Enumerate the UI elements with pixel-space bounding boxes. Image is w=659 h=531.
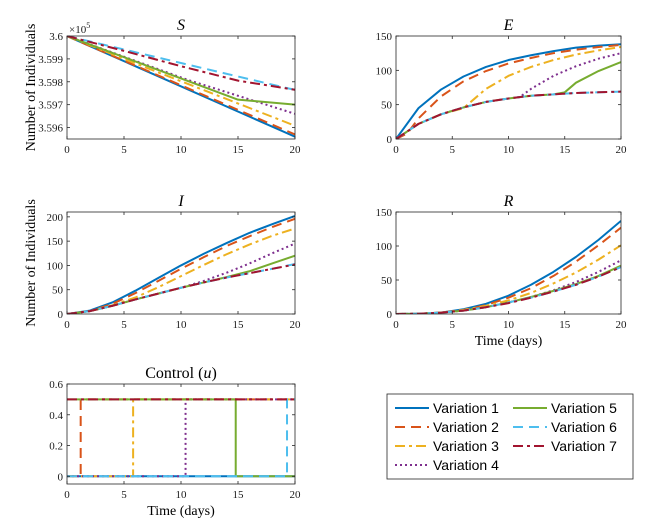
x-tick-label: 5	[450, 319, 456, 331]
series-variation-3	[67, 227, 295, 314]
series-variation-6	[396, 266, 621, 314]
x-tick-label: 20	[290, 144, 302, 156]
y-tick-label: 0	[58, 309, 64, 321]
y-tick-label: 3.6	[49, 31, 63, 43]
y-tick-label: 100	[376, 65, 393, 77]
legend: Variation 1 Variation 2 Variation 3 Variati…	[386, 393, 634, 480]
series-variation-4	[67, 242, 295, 314]
y-tick-label: 200	[47, 212, 64, 224]
panel-title: I	[177, 193, 184, 210]
x-tick-label: 0	[393, 319, 399, 331]
y-axis-label: Number of Individuals	[24, 24, 39, 152]
series-variation-5	[396, 61, 621, 139]
x-tick-label: 15	[233, 489, 245, 501]
panel-control: 0 5 10 15 20 0 0.2 0.4 0.6 Control (u) Time (days)	[49, 365, 301, 519]
y-axis-label: Number of Individuals	[24, 199, 39, 327]
panel-title: E	[503, 17, 514, 34]
y-tick-label: 100	[47, 260, 64, 272]
series-variation-1	[67, 214, 295, 314]
x-tick-label: 0	[64, 319, 70, 331]
legend-entry-label: Variation 4	[433, 457, 499, 473]
legend-entry-label: Variation 3	[433, 438, 499, 454]
legend-entry-label: Variation 7	[551, 438, 617, 454]
x-tick-label: 20	[290, 489, 302, 501]
x-axis-label: Time (days)	[147, 504, 215, 519]
x-tick-label: 5	[121, 489, 127, 501]
series-variation-4	[396, 259, 621, 314]
y-tick-label: 50	[52, 285, 64, 297]
exponent-label: ×105	[69, 21, 90, 36]
panel-e: 0 5 10 15 20 0 50 100 150 E	[376, 17, 628, 156]
series-variation-4	[67, 398, 295, 478]
x-axis-label: Time (days)	[475, 334, 543, 349]
y-tick-label: 3.596	[38, 123, 63, 135]
x-tick-label: 15	[559, 144, 571, 156]
axes-box	[395, 35, 622, 140]
series-variation-2	[67, 398, 295, 478]
x-tick-label: 0	[393, 144, 399, 156]
series-variation-5	[67, 36, 295, 106]
y-tick-label: 0.4	[49, 410, 63, 422]
x-tick-label: 10	[503, 319, 515, 331]
y-tick-label: 100	[376, 241, 393, 253]
series-group	[67, 398, 295, 478]
series-variation-3	[67, 398, 295, 478]
y-tick-label: 0	[387, 309, 393, 321]
x-tick-label: 0	[64, 489, 70, 501]
y-tick-label: 150	[376, 207, 393, 219]
x-tick-label: 10	[176, 489, 188, 501]
panel-r: 0 5 10 15 20 0 50 100 150 R Time (days)	[376, 193, 628, 349]
series-variation-7	[396, 90, 621, 139]
x-tick-label: 0	[64, 144, 70, 156]
series-variation-1	[396, 43, 621, 139]
series-variation-6	[67, 398, 295, 478]
legend-entry-label: Variation 6	[551, 419, 617, 435]
legend-entry-label: Variation 5	[551, 400, 617, 416]
x-tick-label: 15	[233, 144, 245, 156]
y-tick-label: 0	[58, 471, 64, 483]
y-tick-label: 0.6	[49, 379, 63, 391]
x-tick-label: 10	[176, 319, 188, 331]
y-tick-label: 0.2	[49, 441, 63, 453]
series-group	[396, 220, 621, 314]
legend-entry-label: Variation 2	[433, 419, 499, 435]
axes-box	[66, 211, 296, 315]
y-tick-label: 3.597	[38, 100, 63, 112]
panel-s: 0 5 10 15 20 3.596 3.597 3.598 3.599 3.6 ×105 S Numb…	[24, 17, 301, 156]
series-variation-7	[396, 266, 621, 314]
panel-title: Control (u)	[145, 365, 217, 382]
series-group	[67, 214, 295, 314]
series-variation-2	[396, 43, 621, 139]
series-variation-2	[67, 217, 295, 314]
series-variation-5	[67, 398, 295, 478]
y-tick-label: 150	[376, 31, 393, 43]
y-tick-label: 3.598	[38, 77, 63, 89]
series-variation-7	[67, 263, 295, 314]
legend-entry-label: Variation 1	[433, 400, 499, 416]
x-tick-label: 5	[121, 319, 127, 331]
y-tick-label: 0	[387, 134, 393, 146]
x-tick-label: 10	[176, 144, 188, 156]
x-tick-label: 15	[233, 319, 245, 331]
y-tick-label: 50	[381, 100, 393, 112]
x-tick-label: 15	[559, 319, 571, 331]
x-tick-label: 10	[503, 144, 515, 156]
y-tick-label: 3.599	[38, 54, 63, 66]
series-group	[396, 43, 621, 139]
x-tick-label: 5	[450, 144, 456, 156]
series-variation-4	[396, 52, 621, 139]
series-variation-7	[67, 36, 295, 91]
x-tick-label: 20	[616, 144, 628, 156]
series-group	[67, 36, 295, 138]
series-variation-5	[396, 264, 621, 314]
y-tick-label: 50	[381, 275, 393, 287]
panel-title: R	[503, 193, 514, 210]
x-tick-label: 5	[121, 144, 127, 156]
panel-title: S	[177, 17, 185, 34]
y-tick-label: 150	[47, 236, 64, 248]
x-tick-label: 20	[290, 319, 302, 331]
x-tick-label: 20	[616, 319, 628, 331]
